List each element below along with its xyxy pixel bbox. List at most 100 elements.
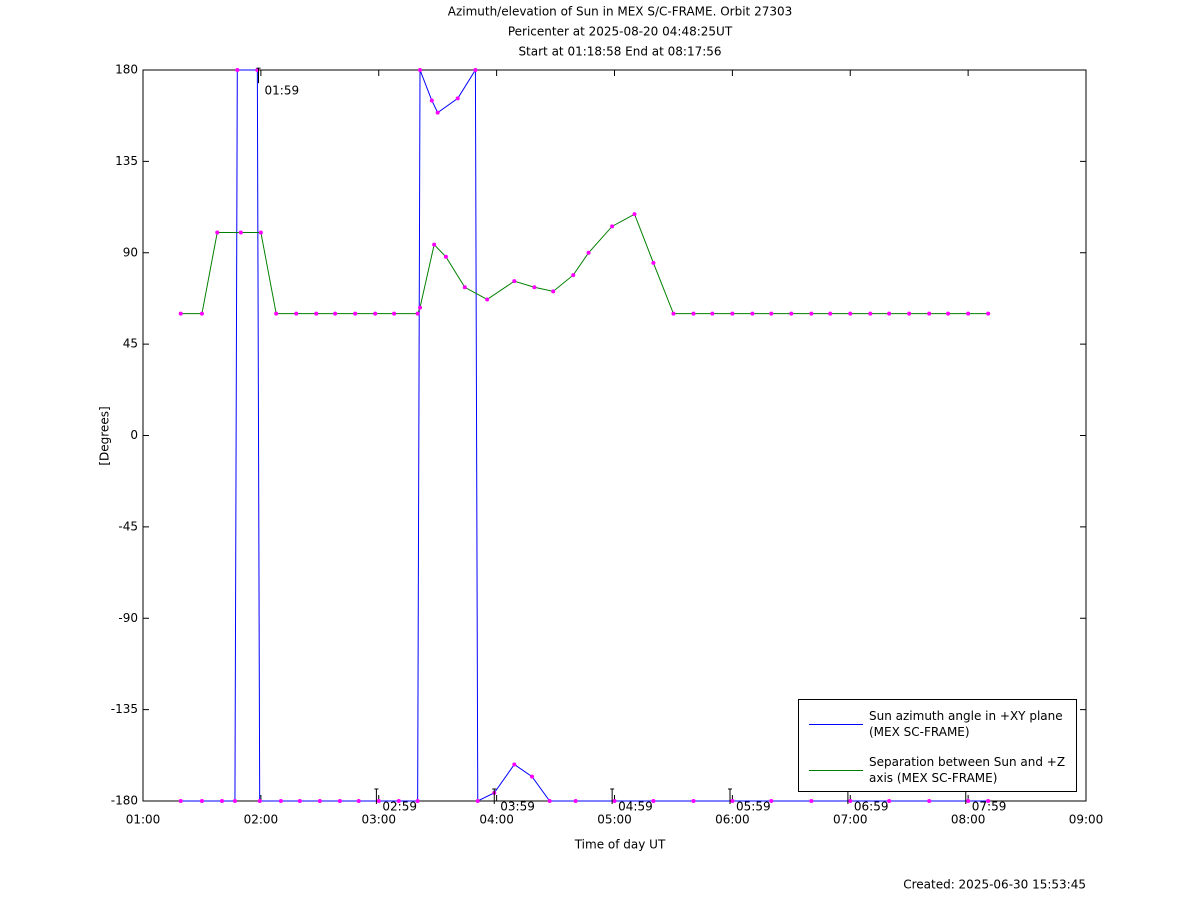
data-point — [986, 799, 991, 803]
y-tick-label: 180 — [115, 63, 138, 77]
x-tick-label: 02:00 — [244, 813, 279, 827]
data-point — [789, 311, 794, 316]
y-tick-label: -90 — [118, 611, 138, 625]
data-point — [730, 311, 735, 316]
x-tick-label: 08:00 — [951, 813, 986, 827]
data-point — [235, 68, 240, 72]
data-point — [376, 799, 381, 803]
data-point — [429, 98, 434, 103]
data-point — [710, 311, 715, 316]
data-point — [396, 799, 401, 803]
x-tick-label: 03:00 — [361, 813, 396, 827]
data-point — [586, 250, 591, 255]
legend-swatch — [809, 770, 863, 771]
data-point — [571, 273, 576, 278]
data-point — [219, 799, 224, 803]
footer: Created: 2025-06-30 15:53:45 — [903, 878, 1086, 892]
data-point — [485, 297, 490, 302]
plot-frame — [142, 69, 1087, 802]
data-point — [691, 311, 696, 316]
data-point — [907, 311, 912, 316]
data-point — [532, 285, 537, 290]
y-tick-label: -180 — [111, 794, 138, 808]
legend: Sun azimuth angle in +XY plane (MEX SC-F… — [798, 699, 1077, 792]
data-point — [418, 305, 423, 310]
annotation: 02:59 — [382, 800, 417, 814]
data-point — [178, 799, 183, 803]
series-line — [180, 68, 989, 802]
data-point — [750, 311, 755, 316]
annotation: 03:59 — [500, 800, 535, 814]
data-point — [274, 311, 279, 316]
y-tick-label: 135 — [115, 154, 138, 168]
annotation: 05:59 — [736, 800, 771, 814]
data-point — [257, 799, 262, 803]
data-point — [512, 762, 517, 767]
data-point — [432, 242, 437, 247]
data-point — [809, 311, 814, 316]
data-point — [610, 224, 615, 229]
data-point — [927, 799, 932, 803]
chart-subtitle: Start at 01:18:58 End at 08:17:56 — [518, 45, 721, 59]
y-tick-label: -45 — [118, 519, 138, 533]
data-point — [769, 311, 774, 316]
data-point — [769, 799, 774, 803]
legend-swatch — [809, 724, 863, 725]
data-point — [443, 254, 448, 259]
data-point — [238, 230, 243, 235]
data-point — [333, 311, 338, 316]
data-point — [691, 799, 696, 803]
data-point — [353, 311, 358, 316]
data-point — [278, 799, 283, 803]
y-tick-label: -135 — [111, 702, 138, 716]
data-point — [199, 311, 204, 316]
data-point — [573, 799, 578, 803]
data-point — [966, 799, 971, 803]
x-axis-label: Time of day UT — [574, 838, 666, 852]
data-point — [178, 311, 183, 316]
data-point — [462, 285, 467, 290]
data-point — [455, 96, 460, 101]
data-point — [671, 311, 676, 316]
x-tick-label: 01:00 — [126, 813, 161, 827]
data-point — [314, 311, 319, 316]
annotation: 07:59 — [972, 800, 1007, 814]
chart-title: Azimuth/elevation of Sun in MEX S/C-FRAM… — [448, 5, 793, 19]
data-point — [418, 68, 423, 72]
x-tick-label: 09:00 — [1069, 813, 1104, 827]
data-point — [986, 311, 991, 316]
data-point — [258, 230, 263, 235]
data-point — [946, 311, 951, 316]
data-point — [809, 799, 814, 803]
data-point — [294, 311, 299, 316]
y-tick-label: 90 — [123, 245, 138, 259]
data-point — [966, 311, 971, 316]
data-point — [373, 311, 378, 316]
data-point — [415, 311, 420, 316]
data-point — [435, 110, 440, 115]
data-point — [317, 799, 322, 803]
data-point — [297, 799, 302, 803]
legend-label: Sun azimuth angle in +XY plane (MEX SC-F… — [869, 709, 1063, 739]
x-tick-label: 04:00 — [479, 813, 514, 827]
data-point — [651, 799, 656, 803]
data-point — [199, 799, 204, 803]
data-point — [415, 799, 420, 803]
data-point — [337, 799, 342, 803]
data-point — [356, 799, 361, 803]
data-point — [215, 230, 220, 235]
legend-label: Separation between Sun and +Z axis (MEX … — [869, 755, 1066, 785]
data-point — [887, 311, 892, 316]
x-tick-label: 06:00 — [715, 813, 750, 827]
annotation: 01:59 — [265, 84, 300, 98]
annotation: 06:59 — [854, 800, 889, 814]
data-point — [529, 774, 534, 779]
data-point — [927, 311, 932, 316]
data-point — [730, 799, 735, 803]
data-point — [551, 289, 556, 294]
data-point — [473, 68, 478, 72]
y-axis-label: [Degrees] — [98, 406, 112, 465]
data-point — [232, 799, 237, 803]
